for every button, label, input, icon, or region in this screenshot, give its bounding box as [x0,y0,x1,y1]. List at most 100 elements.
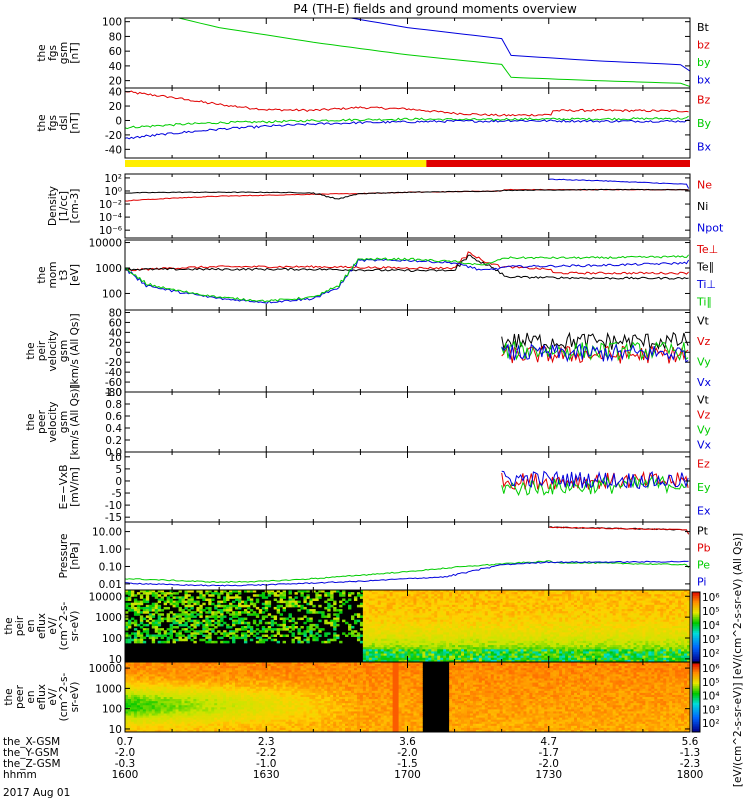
heatmap-cell [481,659,486,662]
heatmap-cell [389,615,394,618]
heatmap-cell [520,606,524,610]
heatmap-cell [279,613,283,616]
heatmap-cell [594,617,599,621]
heatmap-cell [306,619,310,623]
y-axis-label: gsm [58,42,70,64]
heatmap-cell [413,590,417,593]
heatmap-cell [615,598,620,601]
heatmap-cell [136,604,141,608]
heatmap-cell [443,638,447,642]
heatmap-cell [517,617,521,621]
heatmap-cell [267,613,272,616]
heatmap-cell [600,613,605,616]
heatmap-cell [490,615,495,618]
heatmap-cell [127,619,132,623]
heatmap-cell [208,590,212,593]
heatmap-cell [255,598,260,601]
heatmap-cell [365,636,370,640]
heatmap-cell [585,613,590,616]
heatmap-cell [261,617,266,621]
heatmap-cell [550,626,554,629]
heatmap-cell [594,659,599,662]
heatmap-cell [410,645,414,648]
heatmap-cell [648,653,652,657]
y-axis-label: dsl [58,115,70,130]
heatmap-cell [615,626,620,629]
ytick-label: 80 [109,307,122,319]
heatmap-cell [223,609,227,612]
heatmap-cell [553,653,557,657]
heatmap-cell [529,649,533,652]
heatmap-cell [324,600,328,604]
heatmap-cell [449,649,453,652]
heatmap-cell [392,647,396,650]
heatmap-cell [648,604,652,608]
heatmap-cell [139,636,144,640]
heatmap-cell [440,630,444,633]
ytick-label: 0.01 [99,579,122,591]
heatmap-cell [571,621,575,625]
heatmap-cell [585,651,590,654]
heatmap-cell [666,600,670,604]
heatmap-cell [648,630,652,633]
heatmap-cell [624,626,628,629]
heatmap-cell [386,617,391,621]
heatmap-cell [127,602,132,606]
heatmap-cell [648,647,652,650]
heatmap-cell [508,604,512,608]
heatmap-cell [544,630,548,633]
heatmap-cell [312,634,316,637]
heatmap-cell [365,645,370,648]
heatmap-cell [532,594,536,597]
heatmap-cell [496,623,501,627]
heatmap-cell [157,634,162,637]
heatmap-cell [449,626,453,629]
heatmap-cell [645,621,649,625]
heatmap-cell [386,638,391,642]
heatmap-cell [496,604,501,608]
heatmap-cell [517,659,521,662]
heatmap-cell [446,659,450,662]
heatmap-cell [645,598,649,601]
heatmap-cell [371,621,376,625]
heatmap-cell [419,621,423,625]
heatmap-cell [291,602,295,606]
heatmap-cell [469,657,474,661]
heatmap-cell [538,594,542,597]
heatmap-cell [443,628,447,631]
heatmap-cell [481,632,486,635]
heatmap-cell [255,606,260,610]
heatmap-cell [568,657,572,661]
heatmap-cell [267,636,272,640]
heatmap-cell [523,615,527,618]
heatmap-cell [609,592,614,595]
heatmap-cell [353,621,358,625]
heatmap-cell [401,634,405,637]
heatmap-cell [285,600,289,604]
heatmap-cell [401,645,405,648]
heatmap-cell [568,617,572,621]
heatmap-cell [660,606,664,610]
heatmap-cell [243,590,248,593]
heatmap-cell [205,592,209,595]
heatmap-cell [663,632,667,635]
heatmap-cell [657,642,661,646]
heatmap-cell [666,659,670,662]
heatmap-cell [380,617,385,621]
heatmap-cell [651,649,655,652]
panel-frame [124,521,691,591]
heatmap-cell [651,594,655,597]
heatmap-cell [612,659,617,662]
heatmap-cell [410,626,414,629]
heatmap-cell [597,617,602,621]
heatmap-cell [458,636,462,640]
heatmap-cell [582,621,587,625]
heatmap-cell [475,628,480,631]
heatmap-cell [472,623,477,627]
heatmap-cell [187,594,191,597]
heatmap-cell [175,634,179,637]
heatmap-cell [496,617,501,621]
heatmap-cell [559,630,563,633]
heatmap-cell [229,626,233,629]
heatmap-cell [547,640,551,644]
